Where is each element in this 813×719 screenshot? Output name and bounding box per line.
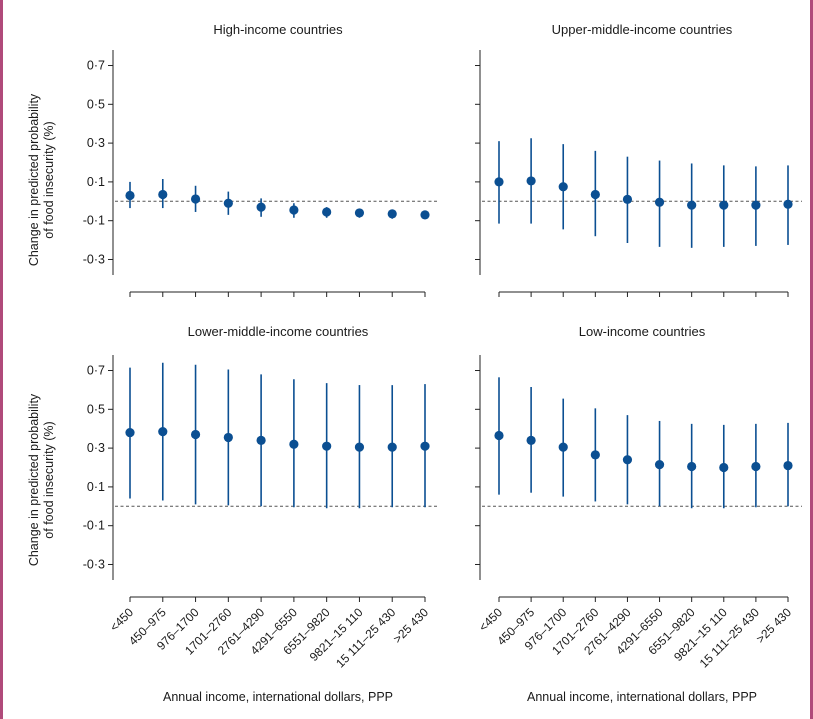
estimate-point (289, 205, 299, 215)
estimate-point (354, 208, 365, 218)
estimate-point (687, 461, 697, 472)
estimate-point (256, 202, 266, 212)
estimate-point (783, 199, 793, 209)
estimate-point (719, 462, 729, 473)
estimate-point (622, 455, 633, 465)
y-tick-label: 0·7 (87, 59, 105, 73)
panel-high-income: High-income countries -0·3 -0·1 0·1 0·3 0·5 0… (83, 22, 439, 297)
y-tick-label: 0·5 (87, 402, 105, 416)
estimate-point (494, 177, 504, 187)
estimate-point (783, 460, 793, 471)
estimate-point (190, 194, 201, 204)
x-axis-label-left: Annual income, international dollars, PP… (163, 690, 393, 704)
x-tick-label: <450 (476, 605, 505, 634)
estimate-point (354, 442, 365, 452)
estimate-point (158, 189, 168, 200)
y-axis-label-bottom: Change in predicted probability of food … (27, 393, 56, 566)
estimate-point (420, 441, 430, 451)
estimate-point (622, 194, 633, 204)
frame-left-border (0, 0, 3, 719)
estimate-point (590, 189, 600, 200)
estimate-point (558, 442, 568, 452)
estimate-point (687, 200, 697, 210)
estimate-point (322, 441, 332, 451)
estimate-point (751, 200, 761, 210)
y-tick-label: 0·7 (87, 364, 105, 378)
y-axis-label-line-2: of food insecurity (%) (42, 421, 56, 538)
panel-title: Upper-middle-income countries (552, 22, 733, 37)
panel-upper-middle-income: Upper-middle-income countries (475, 22, 802, 297)
panel-title: Low-income countries (579, 324, 706, 339)
y-tick-label: -0·3 (83, 252, 105, 266)
estimate-point (654, 459, 665, 470)
y-tick-label: -0·1 (83, 214, 105, 228)
estimate-point (590, 450, 600, 460)
estimate-point (526, 176, 536, 186)
y-tick-label: 0·5 (87, 97, 105, 111)
estimate-point (125, 190, 135, 201)
estimate-point (719, 200, 729, 210)
estimate-point (654, 197, 665, 207)
y-axis-label-line-1: Change in predicted probability (27, 393, 41, 566)
estimate-point (526, 435, 536, 445)
panel-low-income: Low-income countries <450450–975976–1700… (475, 324, 802, 670)
x-axis-label-right: Annual income, international dollars, PP… (527, 690, 757, 704)
panel-lower-middle-income: Lower-middle-income countries -0·3 -0·1 0·… (83, 324, 439, 670)
estimate-point (322, 207, 332, 217)
estimate-point (558, 182, 568, 192)
y-axis-label-top: Change in predicted probability of food … (27, 93, 56, 266)
y-tick-label: 0·3 (87, 136, 105, 150)
estimate-point (387, 442, 397, 452)
y-tick-label: -0·3 (83, 557, 105, 571)
y-tick-label: 0·3 (87, 441, 105, 455)
estimate-point (387, 209, 397, 219)
estimate-point (158, 427, 168, 437)
estimate-point (494, 430, 504, 441)
estimate-point (125, 427, 135, 438)
estimate-point (256, 435, 266, 445)
estimate-point (190, 429, 201, 440)
y-tick-label: -0·1 (83, 519, 105, 533)
frame-right-border (810, 0, 813, 719)
estimate-point (223, 432, 233, 443)
estimate-point (751, 461, 761, 472)
panel-title: High-income countries (213, 22, 343, 37)
y-tick-label: 0·1 (87, 480, 105, 494)
x-tick-label: >25 430 (753, 605, 794, 646)
panel-title: Lower-middle-income countries (188, 324, 369, 339)
y-axis-label-line-2: of food insecurity (%) (42, 121, 56, 238)
estimate-point (420, 210, 430, 220)
estimate-point (223, 198, 233, 208)
y-axis-label-line-1: Change in predicted probability (27, 93, 41, 266)
y-tick-label: 0·1 (87, 175, 105, 189)
estimate-point (289, 439, 299, 449)
x-tick-label: <450 (107, 605, 136, 634)
x-tick-label: >25 430 (390, 605, 431, 646)
